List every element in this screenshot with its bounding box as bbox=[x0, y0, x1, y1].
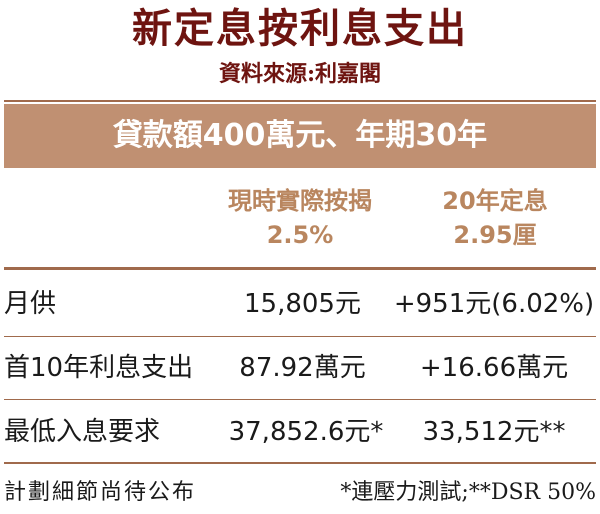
row-divider bbox=[4, 336, 596, 337]
row-label-income: 最低入息要求 bbox=[4, 417, 161, 447]
column-name-current: 現時實際按揭 bbox=[228, 187, 372, 215]
loan-banner: 貸款額400萬元、年期30年 bbox=[4, 104, 596, 168]
cell-current-monthly: 15,805元 bbox=[244, 289, 361, 319]
header-divider bbox=[4, 267, 596, 270]
bottom-divider bbox=[4, 462, 596, 464]
footer-footnote: *連壓力測試;**DSR 50% bbox=[340, 480, 596, 505]
source-credit: 資料來源:利嘉閣 bbox=[218, 61, 382, 87]
page-title: 新定息按利息支出 bbox=[132, 5, 468, 52]
column-name-fixed: 20年定息 bbox=[442, 187, 548, 215]
cell-current-income: 37,852.6元* bbox=[228, 417, 384, 447]
row-label-monthly: 月供 bbox=[4, 289, 57, 319]
column-header-current: 現時實際按揭 2.5% bbox=[210, 184, 390, 252]
column-rate-current: 2.5% bbox=[266, 221, 334, 249]
row-divider bbox=[4, 399, 596, 400]
footer-note: 計劃細節尚待公布 bbox=[4, 480, 197, 505]
top-divider bbox=[4, 100, 596, 102]
column-header-fixed: 20年定息 2.95厘 bbox=[400, 184, 590, 252]
column-rate-fixed: 2.95厘 bbox=[453, 221, 537, 249]
cell-fixed-monthly: +951元(6.02%) bbox=[393, 289, 595, 319]
row-label-interest: 首10年利息支出 bbox=[4, 353, 194, 383]
cell-fixed-income: 33,512元** bbox=[422, 417, 566, 447]
cell-fixed-interest: +16.66萬元 bbox=[419, 353, 569, 383]
cell-current-interest: 87.92萬元 bbox=[239, 353, 366, 383]
